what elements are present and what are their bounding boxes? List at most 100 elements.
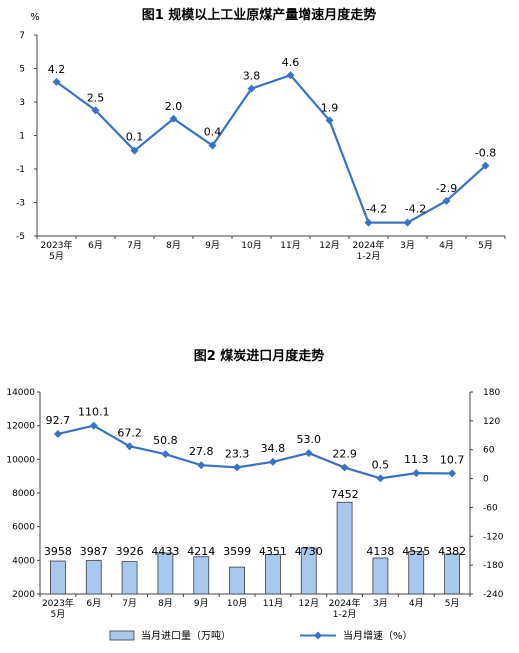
chart2-bar (157, 552, 174, 595)
chart1-data-label: -2.9 (436, 182, 457, 195)
chart2-growth-label: 92.7 (46, 414, 71, 427)
chart2-bar-label: 3958 (44, 545, 72, 558)
chart2-x-tick-label: 5月 (445, 598, 460, 609)
chart1-x-tick-label: 5月 (49, 251, 64, 262)
chart1-data-point (364, 218, 373, 227)
chart1-x-tick-label: 1-2月 (357, 251, 381, 262)
chart2-bar-label: 4214 (187, 545, 215, 558)
chart2-bar (85, 560, 102, 595)
chart2-growth-point (89, 421, 98, 430)
chart1-y-tick-label: -5 (16, 232, 25, 242)
chart2-growth-label: 0.5 (372, 458, 390, 471)
chart2-growth-point (376, 474, 385, 483)
chart1-x-tick-label: 10月 (241, 240, 261, 251)
chart1-data-label: 3.8 (243, 70, 261, 83)
legend-bar-label: 当月进口量（万吨） (141, 629, 231, 642)
chart1-data-label: 4.2 (48, 63, 66, 76)
chart2-bar-label: 4138 (366, 545, 394, 558)
chart2-legend: 当月进口量（万吨） 当月增速（%） (109, 629, 413, 642)
chart2-left-tick-label: 12000 (6, 422, 35, 432)
chart2-bar-label: 4382 (438, 545, 466, 558)
chart1-x-tick-label: 2024年 (353, 239, 385, 251)
chart2-right-tick-label: 120 (483, 417, 500, 427)
chart1-data-label: -4.2 (366, 203, 387, 216)
chart1-data-point (403, 218, 412, 227)
chart2-x-tick-label: 1-2月 (333, 609, 357, 620)
chart1-data-label: 0.1 (126, 131, 144, 144)
chart2-growth-point (161, 450, 170, 459)
chart2-bar (408, 551, 425, 595)
chart1-data-point (247, 84, 256, 93)
chart1-data-point (325, 116, 334, 125)
chart2-bar-label: 4525 (402, 545, 430, 558)
chart2-right-tick-label: 0 (483, 475, 489, 485)
chart2-bar (265, 554, 281, 595)
chart2-growth-label: 22.9 (332, 448, 357, 461)
chart2-growth-point (412, 469, 421, 478)
chart2-growth-label: 50.8 (153, 434, 178, 447)
chart1-data-point (91, 106, 100, 115)
chart2-growth-point (197, 461, 206, 470)
chart2-right-tick-label: 60 (483, 446, 495, 456)
legend-bar-swatch (109, 630, 135, 641)
chart1-x-tick-label: 4月 (439, 240, 454, 251)
chart2-x-tick-label: 8月 (158, 598, 173, 609)
chart1-data-point (442, 196, 451, 205)
chart2-bar-label: 4433 (151, 545, 179, 558)
chart2-growth-label: 34.8 (261, 442, 286, 455)
chart2-left-tick-label: 2000 (12, 590, 35, 600)
chart2-growth-point (448, 469, 457, 478)
chart2-bar (229, 566, 245, 595)
chart2-bar (193, 556, 210, 595)
chart2-right-tick-label: -120 (483, 532, 504, 542)
chart1-data-label: -0.8 (475, 147, 496, 160)
chart1-y-tick-label: 1 (19, 132, 25, 142)
chart2-growth-point (125, 442, 134, 451)
chart2-bar (300, 547, 317, 595)
chart2-x-tick-label: 10月 (227, 598, 247, 609)
chart1-x-tick-label: 3月 (400, 240, 415, 251)
chart1-x-tick-label: 7月 (127, 240, 142, 251)
chart2-growth-point (268, 457, 277, 466)
chart2-growth-label: 23.3 (225, 447, 250, 460)
chart1-x-tick-label: 5月 (478, 240, 493, 251)
chart1-x-tick-label: 12月 (319, 240, 339, 251)
chart1-data-label: 2.0 (165, 100, 183, 113)
chart2-bar (372, 557, 389, 595)
chart2-right-tick-label: -240 (483, 590, 504, 600)
chart1-data-label: 4.6 (282, 56, 300, 69)
chart1-x-tick-label: 9月 (205, 240, 220, 251)
chart2-x-tick-label: 4月 (409, 598, 424, 609)
chart2-growth-point (340, 463, 349, 472)
chart1-y-tick-label: -3 (16, 199, 25, 209)
chart1-title: 图1 规模以上工业原煤产量增速月度走势 (142, 7, 377, 23)
chart1-data-point (481, 161, 490, 170)
legend-line-marker (314, 631, 322, 640)
chart2-growth-line (57, 424, 453, 480)
chart2-x-tick-label: 2023年 (42, 597, 74, 609)
chart2-x-tick-label: 11月 (263, 598, 283, 609)
chart1-data-label: 1.9 (321, 101, 339, 114)
chart2-x-tick-label: 5月 (51, 609, 66, 620)
chart1-y-tick-label: 5 (19, 65, 25, 75)
chart2-growth-label: 27.8 (189, 445, 214, 458)
legend-line-label: 当月增速（%） (343, 629, 413, 642)
chart2-right-tick-label: -60 (483, 503, 498, 513)
chart2-right-tick-label: -180 (483, 561, 504, 571)
chart2-bar-label: 3987 (80, 545, 108, 558)
chart2-left-tick-label: 6000 (12, 523, 35, 533)
chart2-growth-label: 110.1 (78, 406, 110, 419)
chart2-bar (444, 553, 460, 595)
chart2-bar (336, 501, 353, 595)
chart2-growth-label: 10.7 (440, 453, 465, 466)
chart1-data-label: 2.5 (87, 91, 105, 104)
chart2-x-tick-label: 9月 (194, 598, 209, 609)
chart2-left-tick-label: 14000 (6, 388, 35, 398)
chart2-bar-label: 4351 (259, 545, 287, 558)
chart2-x-tick-label: 6月 (86, 598, 101, 609)
chart2-right-tick-label: 180 (483, 388, 500, 398)
chart2-x-tick-label: 2024年 (329, 597, 361, 609)
chart2-growth-point (233, 463, 242, 472)
